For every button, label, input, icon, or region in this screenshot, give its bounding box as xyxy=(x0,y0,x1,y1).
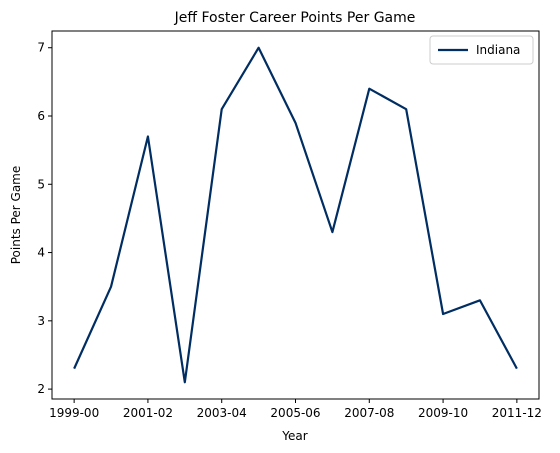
y-tick-label: 3 xyxy=(37,314,45,328)
x-tick-label: 2001-02 xyxy=(123,406,173,420)
x-tick-label: 2009-10 xyxy=(418,406,468,420)
chart-title: Jeff Foster Career Points Per Game xyxy=(174,10,416,26)
series-line-indiana xyxy=(73,46,518,384)
plot-area-frame xyxy=(51,30,540,400)
y-axis-label: Points Per Game xyxy=(9,166,23,265)
y-tick-label: 2 xyxy=(37,382,45,396)
y-tick-label: 7 xyxy=(37,41,45,55)
y-axis: 2 3 4 5 6 7 xyxy=(37,41,52,396)
x-tick-label: 2003-04 xyxy=(197,406,247,420)
x-tick-label: 2005-06 xyxy=(270,406,320,420)
x-tick-label: 2007-08 xyxy=(344,406,394,420)
y-tick-label: 4 xyxy=(37,246,45,260)
legend: Indiana xyxy=(429,35,534,65)
y-tick-label: 6 xyxy=(37,109,45,123)
legend-frame xyxy=(429,35,534,65)
legend-label-indiana: Indiana xyxy=(476,43,520,57)
series-layer xyxy=(73,46,518,384)
x-axis-label: Year xyxy=(281,429,307,443)
x-axis: 1999-00 2001-02 2003-04 2005-06 2007-08 2009-… xyxy=(49,399,542,420)
x-tick-label: 1999-00 xyxy=(49,406,99,420)
y-tick-label: 5 xyxy=(37,177,45,191)
x-tick-label: 2011-12 xyxy=(492,406,542,420)
